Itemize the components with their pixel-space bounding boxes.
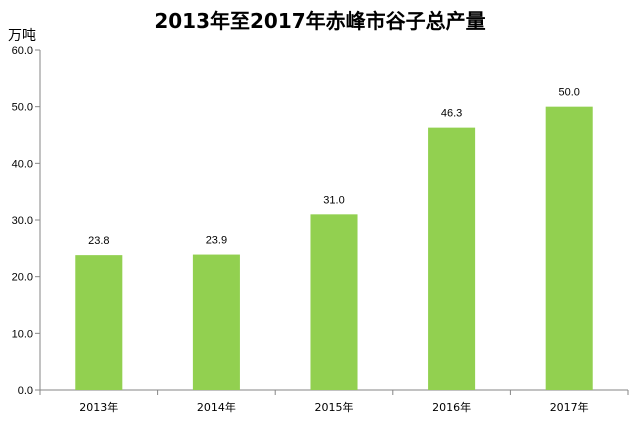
bar (75, 255, 123, 390)
bar (310, 214, 358, 390)
bar-value-label: 50.0 (558, 87, 579, 99)
x-tick-label: 2015年 (315, 400, 354, 414)
y-tick-label: 10.0 (12, 328, 33, 340)
bar-value-label: 23.9 (206, 235, 227, 247)
x-tick-label: 2014年 (197, 400, 236, 414)
y-tick-label: 60.0 (12, 45, 33, 57)
y-axis: 0.0 10.0 20.0 30.0 40.0 50.0 60.0 (12, 45, 41, 397)
value-labels: 23.8 23.9 31.0 46.3 50.0 (88, 87, 580, 247)
x-axis: 2013年 2014年 2015年 2016年 2017年 (39, 389, 629, 414)
x-tick-label: 2013年 (79, 400, 118, 414)
y-axis-unit-label: 万吨 (8, 28, 36, 44)
y-tick-label: 30.0 (12, 215, 33, 227)
bar (428, 127, 476, 390)
bar-value-label: 23.8 (88, 235, 109, 247)
y-tick-label: 50.0 (12, 102, 33, 114)
x-tick-label: 2016年 (432, 400, 471, 414)
bar-value-label: 46.3 (441, 108, 462, 120)
x-tick-label: 2017年 (550, 400, 589, 414)
y-tick-label: 20.0 (12, 272, 33, 284)
bars (75, 106, 593, 391)
bar-value-label: 31.0 (323, 194, 344, 206)
bar (192, 254, 240, 390)
y-tick-label: 40.0 (12, 158, 33, 170)
bar (545, 106, 593, 391)
chart-title: 2013年至2017年赤峰市谷子总产量 (154, 9, 485, 33)
y-tick-label: 0.0 (18, 385, 33, 397)
